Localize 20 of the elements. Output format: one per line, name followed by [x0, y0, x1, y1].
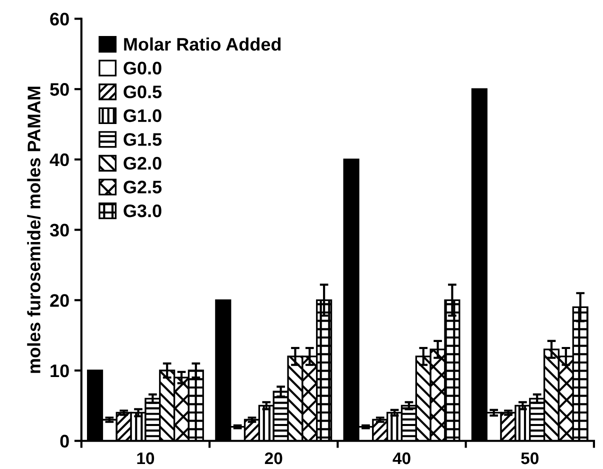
legend-label: G1.5 — [124, 133, 162, 146]
y-tick-label: 0 — [60, 434, 69, 448]
y-tick-label: 50 — [50, 83, 69, 96]
legend-label: G2.5 — [124, 180, 162, 194]
y-axis-title: moles furosemide/ moles PAMAM — [27, 86, 41, 373]
y-tick-label: 30 — [50, 224, 69, 237]
legend-label: G1.0 — [124, 109, 162, 122]
x-tick-label: 50 — [521, 452, 538, 464]
x-tick-label: 10 — [137, 452, 154, 464]
legend-label: G3.0 — [124, 204, 162, 218]
legend-label: G0.0 — [124, 62, 162, 75]
legend-label: G2.0 — [124, 156, 162, 170]
y-tick-label: 10 — [50, 364, 69, 378]
y-tick-label: 20 — [50, 294, 69, 307]
x-tick-label: 20 — [264, 452, 282, 464]
legend-label: G0.5 — [124, 86, 162, 98]
y-tick-label: 40 — [50, 153, 69, 166]
y-tick-label: 60 — [50, 12, 69, 26]
x-tick-label: 40 — [392, 452, 410, 464]
legend-label: Molar Ratio Added — [124, 37, 281, 51]
